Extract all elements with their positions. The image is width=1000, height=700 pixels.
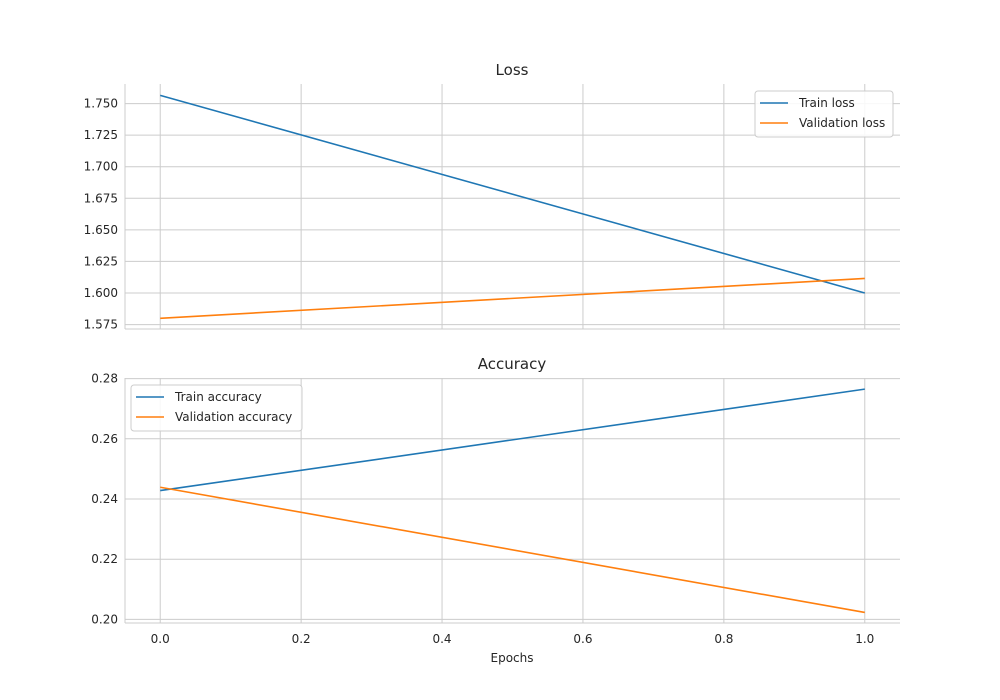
y-tick-label: 0.26 [91, 432, 118, 446]
legend: Train accuracy Validation accuracy [130, 384, 303, 432]
chart-title: Accuracy [478, 355, 547, 373]
series-line [160, 388, 865, 492]
series-line [160, 486, 865, 614]
legend-box [130, 384, 303, 432]
y-tick-label: 0.28 [91, 372, 118, 386]
y-tick-label: 1.725 [84, 128, 118, 142]
x-tick-label: 0.8 [714, 632, 733, 646]
legend: Train loss Validation loss [754, 90, 894, 138]
loss-chart: Loss 1.575 1.600 1.625 1.650 1.675 1.700 1.725… [84, 61, 900, 332]
y-tick-label: 1.700 [84, 160, 118, 174]
chart-title: Loss [496, 61, 529, 79]
series-line [160, 94, 865, 294]
x-tick-label: 0.4 [432, 632, 451, 646]
y-tick-label: 1.650 [84, 223, 118, 237]
y-tick-label: 0.24 [91, 492, 118, 506]
x-tick-label: 0.2 [292, 632, 311, 646]
x-tick-label: 1.0 [855, 632, 874, 646]
y-tick-label: 1.625 [84, 254, 118, 268]
series-line [160, 277, 865, 320]
y-tick-label: 1.575 [84, 318, 118, 332]
y-tick-label: 1.675 [84, 191, 118, 205]
legend-label: Train loss [798, 96, 855, 110]
accuracy-chart: Accuracy Epochs 0.20 0.22 0.24 0.26 0.28 0.0 0… [91, 355, 900, 665]
y-tick-label: 0.22 [91, 552, 118, 566]
legend-label: Train accuracy [174, 390, 262, 404]
legend-box [754, 90, 894, 138]
legend-label: Validation loss [799, 116, 885, 130]
legend-label: Validation accuracy [175, 410, 292, 424]
y-tick-label: 1.750 [84, 97, 118, 111]
y-tick-label: 0.20 [91, 612, 118, 626]
x-tick-label: 0.0 [151, 632, 170, 646]
y-tick-label: 1.600 [84, 286, 118, 300]
x-tick-label: 0.6 [573, 632, 592, 646]
x-axis-label: Epochs [491, 651, 534, 665]
